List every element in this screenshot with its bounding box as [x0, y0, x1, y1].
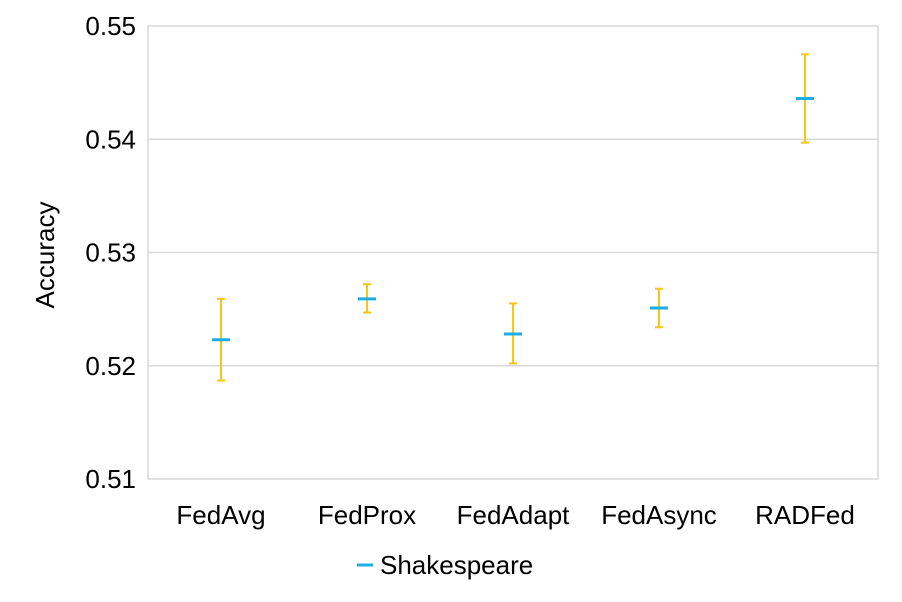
gridlines [148, 138, 878, 367]
x-tick-label: FedProx [318, 500, 416, 530]
x-axis-ticks: FedAvg FedProx FedAdapt FedAsync RADFed [176, 500, 854, 530]
x-tick-label: FedAdapt [457, 500, 571, 530]
y-tick-label: 0.53 [85, 238, 136, 268]
y-tick-label: 0.51 [85, 464, 136, 494]
y-tick-label: 0.55 [85, 11, 136, 41]
y-tick-label: 0.52 [85, 351, 136, 381]
y-axis-title: Accuracy [30, 202, 60, 309]
legend: Shakespeare [357, 550, 533, 580]
y-axis-ticks: 0.51 0.52 0.53 0.54 0.55 [85, 11, 136, 494]
legend-label-shakespeare: Shakespeare [380, 550, 533, 580]
y-tick-label: 0.54 [85, 124, 136, 154]
x-tick-label: FedAvg [176, 500, 265, 530]
x-tick-label: RADFed [755, 500, 855, 530]
x-tick-label: FedAsync [601, 500, 717, 530]
series-shakespeare [212, 53, 814, 382]
